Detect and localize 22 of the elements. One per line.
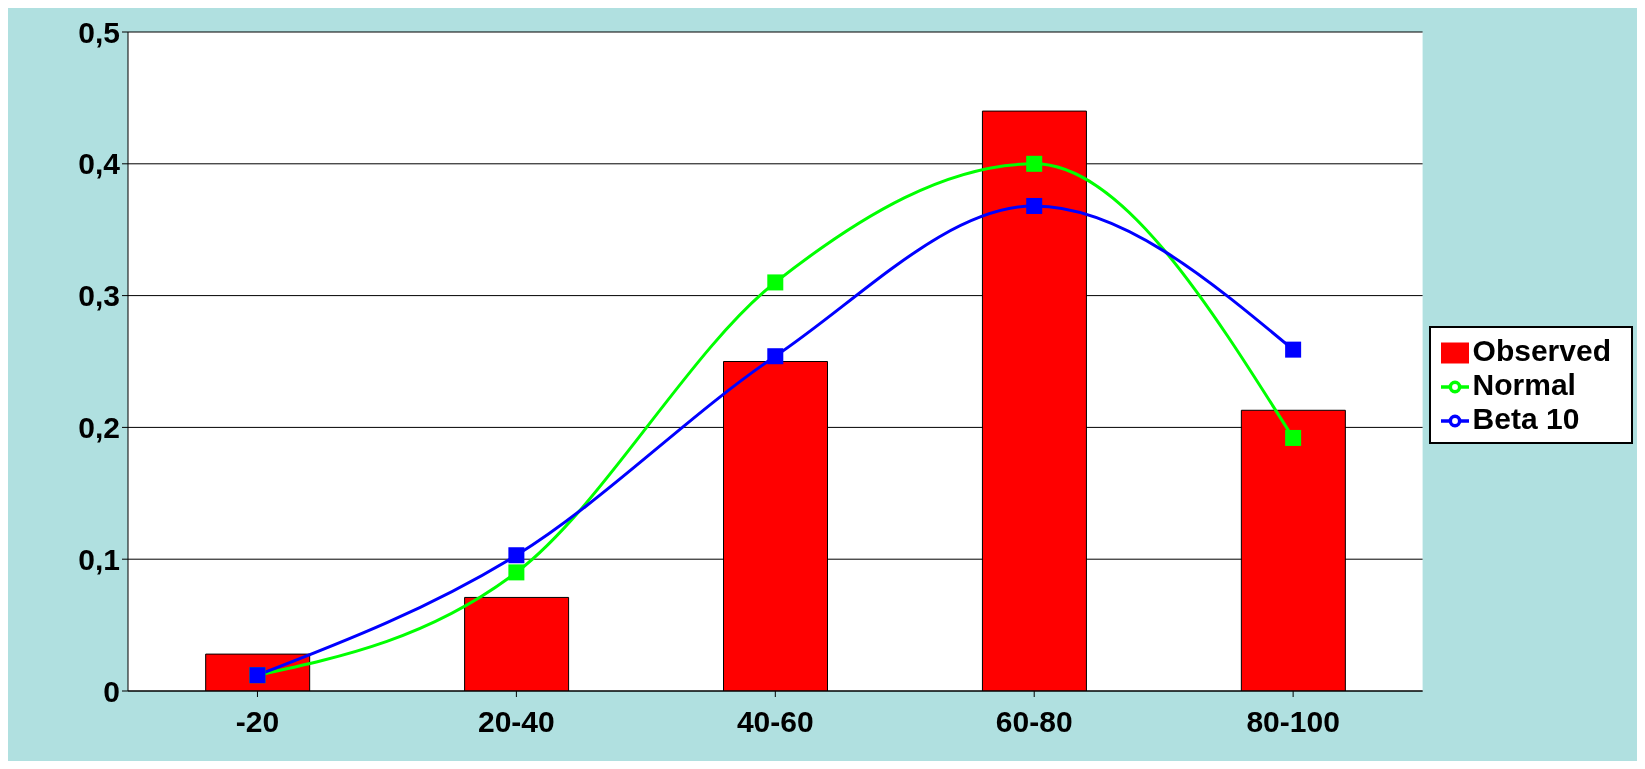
point [508,564,525,581]
legend-label: Normal [1472,367,1576,401]
y-tick-label: 0,4 [78,147,121,181]
y-tick-label: 0 [103,674,120,708]
legend-label: Observed [1472,333,1611,367]
x-tick-label: 80-100 [1246,705,1340,739]
y-tick-label: 0,2 [78,411,120,445]
point [508,547,525,564]
point [767,274,784,291]
x-tick-label: 60-80 [995,705,1073,739]
y-tick-label: 0,1 [78,542,120,576]
point [767,348,784,365]
y-tick-label: 0,3 [78,279,120,313]
x-tick-label: 20-40 [478,705,555,739]
point [1026,197,1043,214]
x-tick-label: -20 [235,705,280,739]
point [1285,341,1302,358]
point [1285,429,1302,446]
y-tick-label: 0,5 [78,15,120,49]
point [1026,155,1043,172]
legend-label: Beta 10 [1472,401,1580,435]
x-tick-label: 40-60 [736,705,814,739]
